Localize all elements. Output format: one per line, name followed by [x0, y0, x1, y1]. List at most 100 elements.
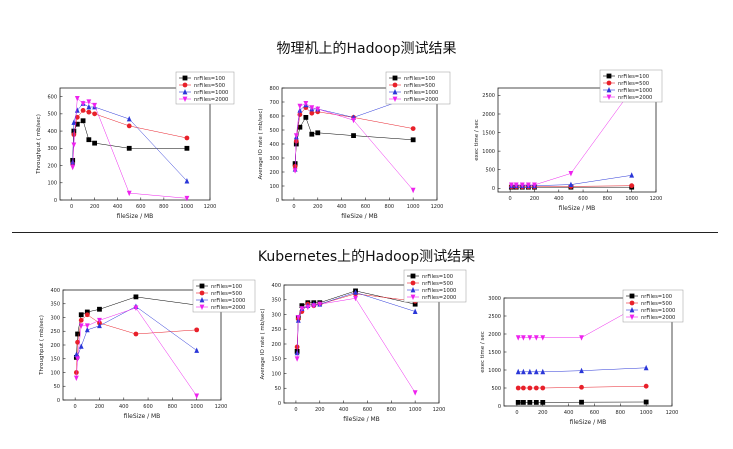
data-point [519, 182, 525, 188]
x-tick-label: 800 [387, 407, 397, 413]
data-point [540, 335, 546, 341]
y-tick-label: 350 [271, 298, 281, 304]
series-nrFiles-2000 [508, 87, 635, 188]
legend-marker [199, 304, 205, 310]
y-tick-label: 300 [271, 312, 281, 318]
data-point [194, 393, 200, 399]
data-point [412, 301, 418, 307]
legend-label: nrFiles=2000 [404, 97, 438, 103]
chart-kubernetes-io-rate: 0 200 400 600 800 1000 1200 0 50 100 150 200 250 300 3… [260, 269, 467, 423]
series-line [72, 97, 187, 199]
data-point [533, 335, 539, 341]
legend: nrFiles=100nrFiles=500nrFiles=1000nrFile… [175, 71, 235, 105]
data-point [527, 385, 533, 391]
y-tick-label: 500 [269, 128, 279, 134]
data-point [533, 400, 539, 405]
data-point [133, 331, 139, 337]
x-tick-label: 800 [168, 404, 178, 410]
series-nrFiles-1000 [515, 364, 649, 375]
legend-label: nrFiles=1000 [194, 90, 228, 96]
data-point [525, 182, 531, 188]
legend-label: nrFiles=100 [404, 76, 435, 82]
legend-label: nrFiles=2000 [641, 315, 675, 321]
data-point [410, 187, 416, 194]
series-line [294, 103, 414, 191]
y-tick-label: 500 [485, 168, 495, 174]
y-tick-label: 100 [50, 370, 60, 376]
legend-marker [199, 290, 205, 296]
legend-marker [392, 75, 398, 81]
data-point [297, 103, 303, 110]
series-line [296, 298, 416, 393]
data-point [533, 368, 539, 375]
legend-label: nrFiles=1000 [211, 298, 245, 304]
y-tick-label: 300 [50, 315, 60, 321]
data-point [78, 312, 84, 318]
data-point [133, 305, 139, 311]
data-point [515, 400, 521, 405]
data-point [80, 101, 86, 107]
data-point [74, 95, 80, 102]
data-point [520, 400, 526, 405]
data-point [579, 367, 584, 374]
data-point [309, 110, 315, 116]
data-point [303, 115, 309, 120]
x-tick-label: 1200 [204, 204, 217, 210]
data-point [579, 384, 584, 390]
chart-physical-io-rate: 0 200 400 600 800 1000 1200 0 100 200 300 400 500 600… [258, 71, 451, 220]
y-tick-label: 200 [50, 343, 60, 349]
legend-label: nrFiles=2000 [194, 97, 228, 103]
x-tick-label: 400 [119, 404, 129, 410]
data-point [297, 107, 303, 113]
legend-marker [606, 87, 612, 93]
data-point [184, 178, 190, 184]
data-point [315, 106, 321, 112]
y-tick-label: 100 [271, 371, 281, 377]
legend-label: nrFiles=100 [641, 294, 672, 300]
data-point [126, 116, 132, 122]
data-point [540, 400, 546, 405]
data-point [299, 306, 305, 312]
legend-marker [392, 89, 398, 95]
x-tick-label: 0 [515, 410, 518, 416]
x-tick-label: 0 [292, 204, 295, 210]
data-point [71, 142, 77, 148]
x-tick-label: 1000 [407, 204, 420, 210]
x-tick-label: 1200 [431, 204, 444, 210]
chart-physical-throughput: 0 200 400 600 800 1000 1200 0 100 200 300 400 500 600… [36, 71, 235, 220]
legend-label: nrFiles=500 [404, 83, 435, 89]
y-tick-label: 350 [50, 302, 60, 308]
y-tick-label: 400 [50, 288, 60, 294]
data-point [133, 294, 139, 300]
y-tick-label: 150 [50, 357, 60, 363]
y-tick-label: 250 [50, 329, 60, 335]
data-point [80, 118, 86, 124]
data-point [126, 145, 132, 151]
chart-kubernetes-exec-time: 0 200 400 600 800 1000 1200 0 500 1000 1500 2000 250… [480, 289, 684, 426]
chart-kubernetes-throughput: 0 200 400 600 800 1000 1200 0 50 100 150 200 250 300 3… [39, 279, 256, 420]
data-point [70, 164, 76, 171]
data-point [568, 171, 574, 177]
y-tick-label: 2000 [482, 112, 495, 118]
y-tick-label: 0 [276, 198, 279, 204]
series-line [511, 89, 632, 186]
data-point [92, 102, 98, 109]
legend-marker [410, 280, 416, 286]
y-tick-label: 400 [271, 283, 281, 289]
data-point [412, 308, 418, 314]
data-point [84, 312, 90, 318]
data-point [184, 145, 190, 151]
data-point [515, 385, 521, 391]
legend-label: nrFiles=2000 [211, 305, 245, 311]
data-point [629, 183, 635, 189]
x-tick-label: 200 [313, 204, 323, 210]
y-tick-label: 200 [269, 170, 279, 176]
legend-label: nrFiles=100 [211, 284, 242, 290]
data-point [629, 172, 635, 178]
legend-marker [182, 89, 188, 95]
data-point [515, 368, 521, 375]
data-point [520, 385, 526, 391]
data-point [540, 385, 546, 391]
y-tick-label: 1000 [482, 149, 495, 155]
legend-label: nrFiles=1000 [422, 288, 456, 294]
